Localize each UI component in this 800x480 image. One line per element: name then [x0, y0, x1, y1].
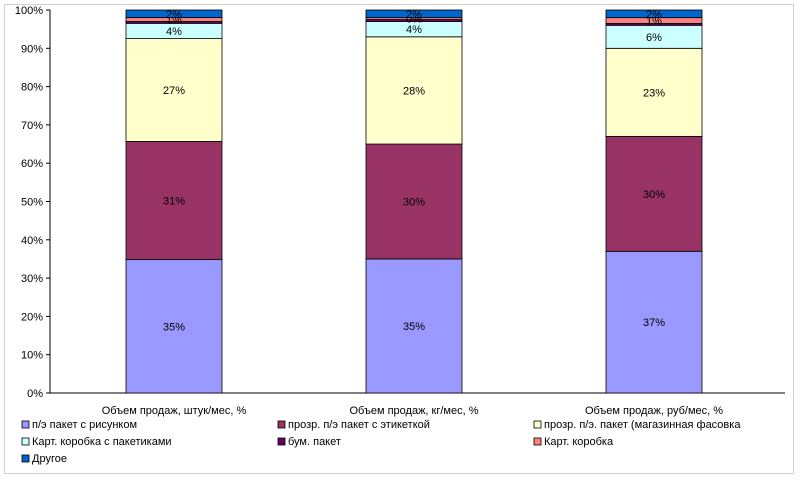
y-tick-label: 50% [21, 197, 43, 209]
bar-segment [605, 250, 703, 394]
bar-segment [605, 9, 703, 19]
data-label: 31% [163, 196, 185, 208]
data-label: 23% [643, 87, 665, 99]
y-tick-label: 100% [15, 5, 43, 17]
data-label: 28% [403, 85, 425, 97]
legend-swatch [533, 420, 542, 429]
y-tick-label: 30% [21, 273, 43, 285]
y-tick-label: 40% [21, 235, 43, 247]
data-label: 27% [163, 85, 185, 97]
x-tick-label: Объем продаж, кг/мес, % [349, 405, 478, 417]
data-label: 2% [166, 9, 182, 21]
data-label: 2% [646, 9, 662, 21]
y-tick-label: 0% [27, 388, 43, 400]
bar-segment [125, 141, 223, 261]
legend-swatch [277, 437, 286, 446]
data-label: 35% [403, 321, 425, 333]
legend-entry: бум. пакет [288, 436, 341, 448]
bar-segment [365, 9, 463, 19]
legend-swatch [21, 420, 30, 429]
x-tick-label: Объем продаж, руб/мес, % [585, 405, 723, 417]
legend-entry: Карт. коробка с пакетиками [32, 436, 172, 448]
y-tick-label: 60% [21, 158, 43, 170]
legend-swatch [21, 454, 30, 463]
data-label: 35% [163, 321, 185, 333]
legend-entry: Другое [32, 453, 67, 465]
bar-segment [365, 36, 463, 145]
data-label: 4% [166, 26, 182, 38]
bar-segment [365, 143, 463, 260]
x-tick-label: Объем продаж, штук/мес, % [102, 405, 247, 417]
bar-segment [125, 9, 223, 19]
legend: п/э пакет с рисунком прозр. п/э пакет с э… [21, 419, 741, 465]
legend-swatch [21, 437, 30, 446]
legend-entry: прозр. п/э. пакет (магазинная фасовка [544, 419, 741, 431]
data-label: 1% [646, 16, 662, 28]
y-tick-label: 70% [21, 120, 43, 132]
data-label: 30% [643, 189, 665, 201]
bar-segment [125, 38, 223, 142]
y-tick-label: 20% [21, 311, 43, 323]
legend-entry: Карт. коробка [544, 436, 614, 448]
bar-segment [365, 258, 463, 394]
bar-segment [605, 47, 703, 137]
data-label: 2% [406, 9, 422, 21]
bar-segment [605, 135, 703, 252]
legend-entry: прозр. п/э пакет с этикеткой [288, 419, 430, 431]
data-label: 6% [646, 32, 662, 44]
data-label: 4% [406, 24, 422, 36]
bar-segment [125, 259, 223, 394]
x-axis-labels: Объем продаж, штук/мес, % Объем продаж, к… [102, 405, 724, 417]
legend-swatch [277, 420, 286, 429]
y-tick-label: 10% [21, 350, 43, 362]
y-tick-label: 90% [21, 43, 43, 55]
legend-entry: п/э пакет с рисунком [32, 419, 137, 431]
data-label: 30% [403, 197, 425, 209]
legend-swatch [533, 437, 542, 446]
y-axis: 0% 10% 20% 30% 40% 50% 60% 70% 80% 90% 100% [15, 5, 785, 400]
data-label: 37% [643, 317, 665, 329]
bars: 35%31%27%4%1%2%35%30%28%4%0%2%37%30%23%6… [125, 9, 703, 394]
y-tick-label: 80% [21, 82, 43, 94]
